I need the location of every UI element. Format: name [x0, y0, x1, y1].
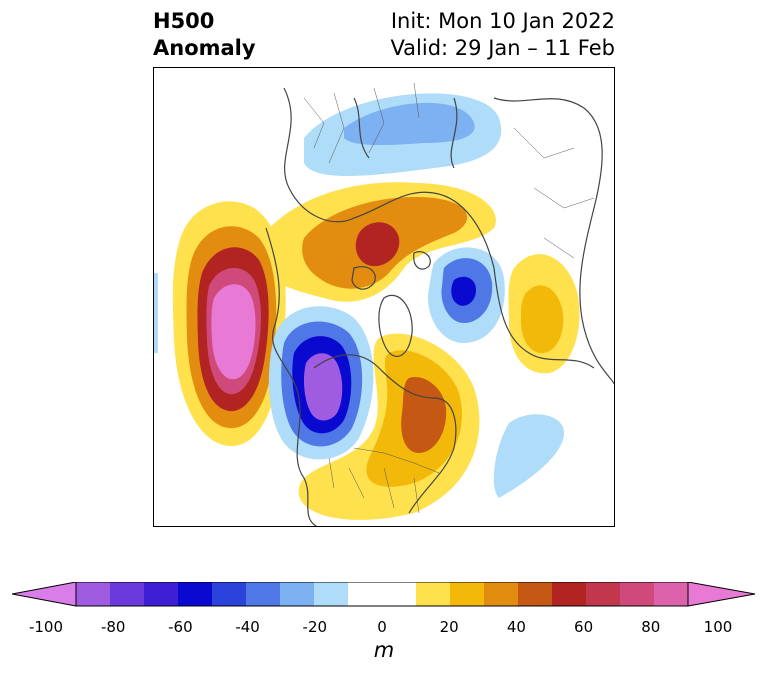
colorbar-outline [75, 582, 689, 607]
colorbar-segment [314, 582, 349, 606]
chart-title: H500 Anomaly [153, 8, 256, 62]
anomaly-region-pacific-positive-core [211, 284, 256, 380]
colorbar-units: m [373, 638, 395, 662]
colorbar-segment [450, 582, 485, 606]
colorbar-tick-labels: -100 -80 -60 -40 -20 0 20 40 60 80 100 [0, 618, 768, 638]
colorbar-segment [212, 582, 247, 606]
colorbar-tick-label: 20 [439, 618, 459, 636]
colorbar-min-arrow [12, 582, 77, 607]
anomaly-region-east-na-positive-core [401, 377, 447, 453]
colorbar-tick-label: -60 [168, 618, 193, 636]
anomaly-region-na-negative-core [303, 353, 343, 421]
colorbar-segment [76, 582, 111, 606]
colorbar-segment [246, 582, 281, 606]
colorbar-segment [518, 582, 553, 606]
colorbar-tick-label: 60 [574, 618, 594, 636]
coastlines [265, 87, 614, 526]
colorbar-tick-label: -40 [235, 618, 260, 636]
colorbar-tick-label: -20 [302, 618, 328, 636]
anomaly-map-canvas [154, 82, 614, 526]
colorbar-segment [110, 582, 145, 606]
colorbar-tick-label: -100 [28, 618, 64, 636]
colorbar-segment [552, 582, 587, 606]
colorbar-tick-label: 0 [377, 618, 387, 636]
colorbar-tick-label: 100 [703, 618, 733, 636]
colorbar-segment [178, 582, 213, 606]
coastline-europe [493, 97, 614, 385]
colorbar-segment [484, 582, 519, 606]
title-line-1: H500 [153, 9, 215, 33]
coastline-north-america [265, 227, 457, 526]
anomaly-region-eurasia-negative-core [451, 276, 476, 306]
valid-label: Valid: 29 Jan – 11 Feb [390, 36, 615, 60]
coastline-eurasia [283, 87, 595, 369]
title-line-2: Anomaly [153, 36, 256, 60]
anomaly-region-arctic-negative-core [344, 102, 475, 146]
colorbar-segment [620, 582, 655, 606]
political-borders [303, 82, 595, 514]
coastline-asia-east [353, 97, 458, 169]
coastline-greenland [378, 294, 413, 358]
colorbar-tick-label: 40 [506, 618, 526, 636]
date-info: Init: Mon 10 Jan 2022 Valid: 29 Jan – 11… [390, 8, 615, 62]
colorbar-segment [382, 582, 417, 606]
colorbar-segment [348, 582, 383, 606]
borders-north-america [328, 447, 440, 514]
coastline-arctic-islands [351, 251, 431, 290]
anomaly-region-atlantic-negative [493, 414, 564, 498]
borders-eurasia [303, 82, 595, 259]
colorbar-segment [280, 582, 315, 606]
anomaly-region-asia-positive-core [520, 285, 564, 353]
colorbar-segment [416, 582, 451, 606]
colorbar [12, 582, 756, 607]
colorbar-tick-label: 80 [641, 618, 661, 636]
colorbar-tick-label: -80 [100, 618, 126, 636]
anomaly-map [153, 67, 615, 527]
colorbar-segment [654, 582, 689, 606]
anomaly-region-west-edge-negative [154, 273, 158, 353]
colorbar-segments [76, 582, 689, 606]
init-label: Init: Mon 10 Jan 2022 [390, 9, 615, 33]
colorbar-max-arrow [687, 582, 756, 607]
anomaly-region-siberia-positive-core [355, 222, 400, 267]
colorbar-segment [144, 582, 179, 606]
colorbar-segment [586, 582, 621, 606]
